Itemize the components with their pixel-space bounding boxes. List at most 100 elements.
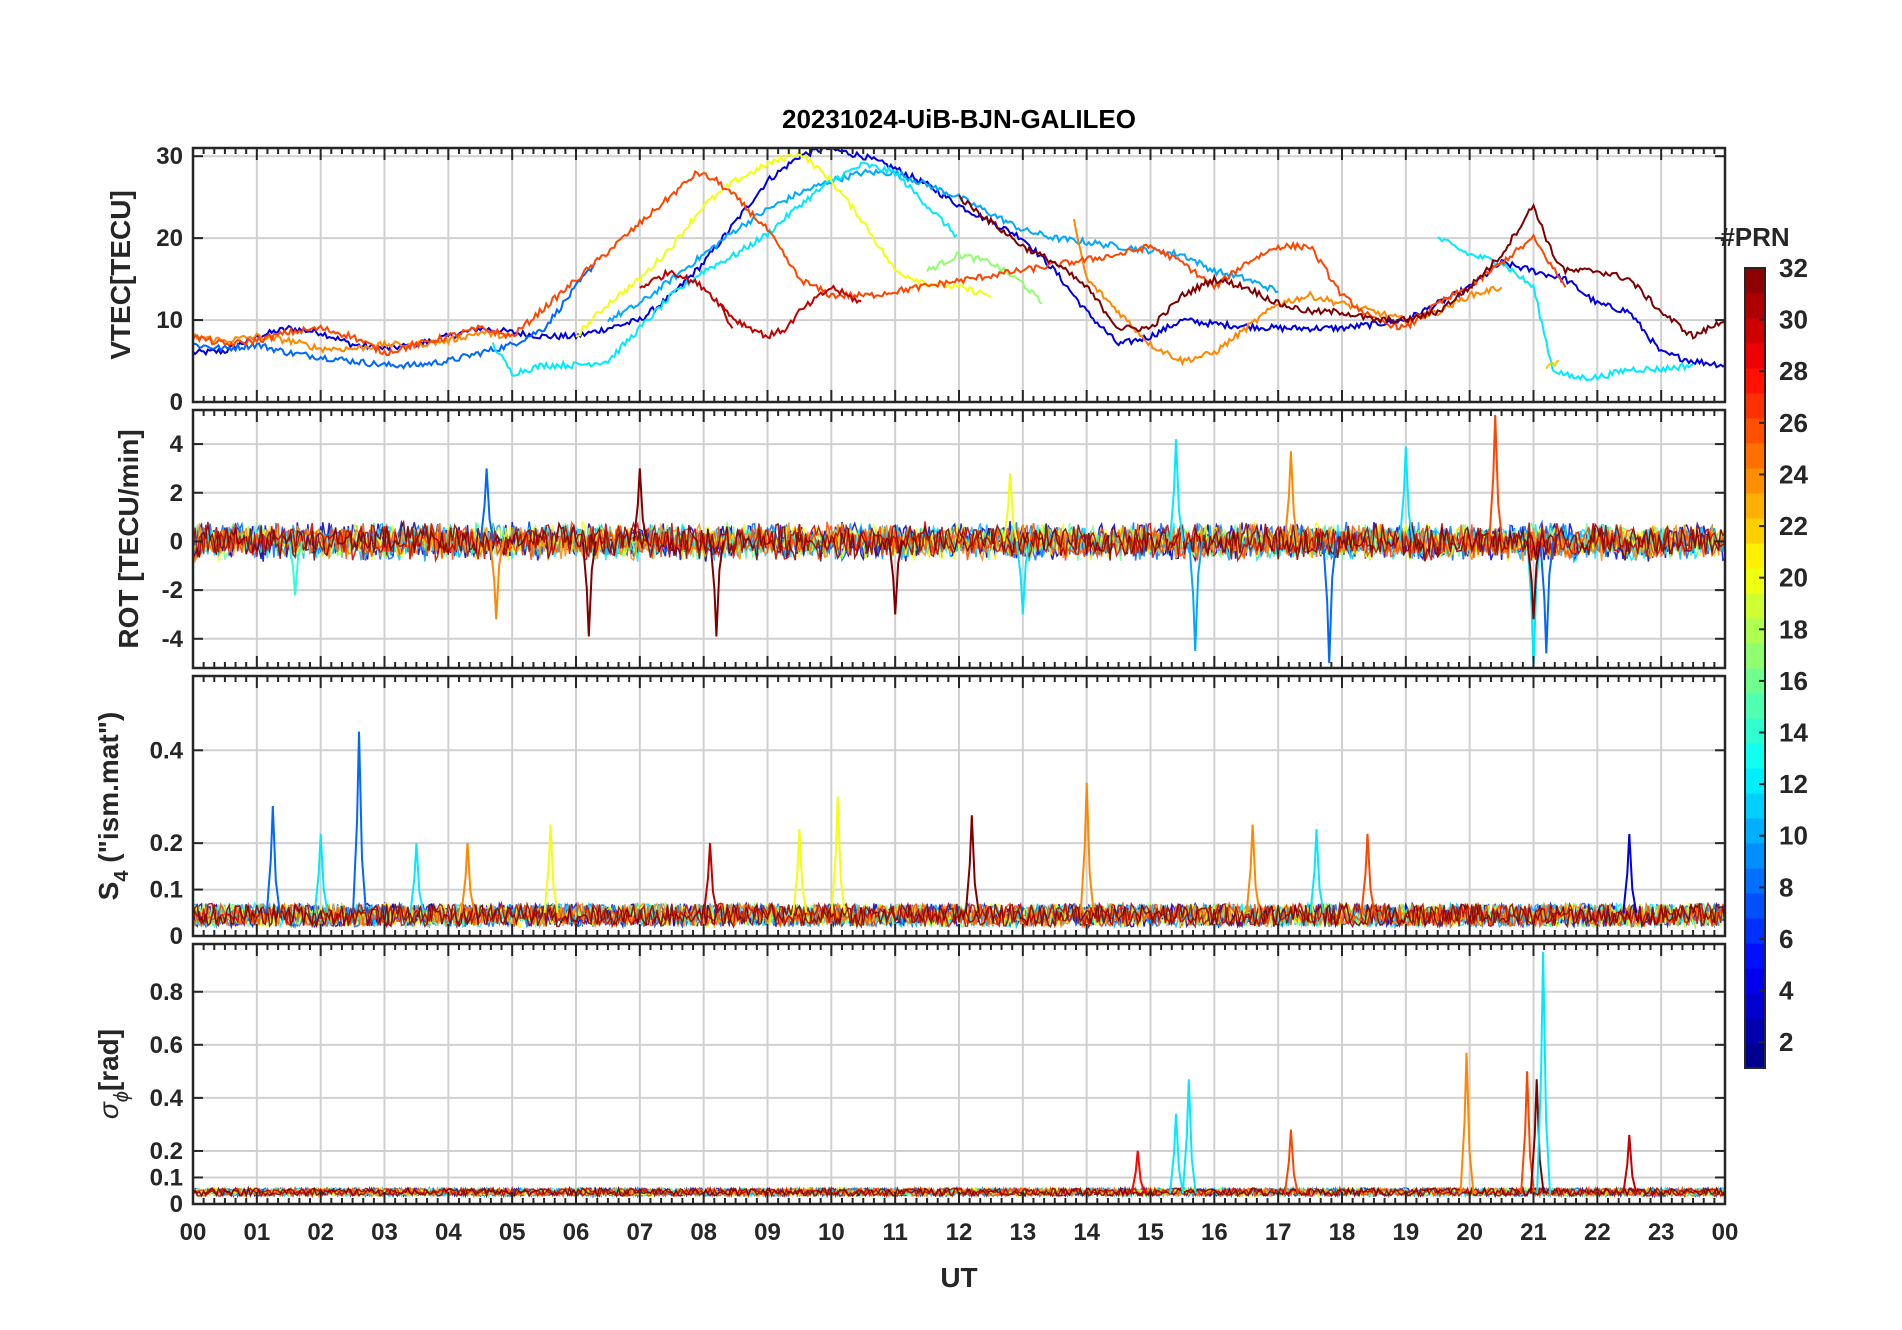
colorbar-segment [1745,518,1765,544]
x-tick-label: 12 [946,1219,973,1246]
sigma_phi-spike [1130,1150,1146,1194]
colorbar-segment [1745,618,1765,644]
colorbar-segment [1745,768,1765,794]
colorbar-segment [1745,343,1765,369]
x-tick-label: 22 [1584,1219,1611,1246]
s4-spike [460,843,476,913]
x-tick-labels: 00 01 02 03 04 05 06 07 08 09 10 11 12 13 14 15 16 17 18 19… [180,1219,1739,1246]
y-axis-title: σϕ[rad] [93,1029,133,1119]
rot-spike [1169,439,1184,542]
x-tick-label: 08 [690,1219,717,1246]
colorbar-tick-label: 14 [1779,718,1808,748]
sigma_phi-spike [1529,1079,1545,1194]
rot-spike [1398,446,1414,542]
colorbar-segment [1745,818,1765,844]
s4-spike [265,805,281,913]
y-axis-title: VTEC[TECU] [105,190,136,360]
rot-spike [1539,541,1555,654]
x-tick-label: 07 [626,1219,653,1246]
x-tick-label: 18 [1329,1219,1356,1246]
colorbar-segment [1745,793,1765,819]
s4-spike [352,731,367,913]
rot-spike [1283,451,1299,542]
colorbar-segment [1745,843,1765,869]
s4-spike [964,815,980,913]
x-tick-label: 21 [1520,1219,1547,1246]
x-tick-label: 03 [371,1219,398,1246]
s4-spike [830,796,846,913]
vtec-series-prn-12 [492,161,1694,382]
s4-spike [1622,833,1638,913]
x-tick-label: 11 [882,1219,907,1246]
panel-sigma_phi: 00.10.2 0.4 0.6 0.8 σϕ[rad] [93,942,1727,1218]
rot-spike [1526,541,1542,620]
x-tick-label: 19 [1392,1219,1419,1246]
sigma_phi-spike [1622,1134,1638,1194]
y-tick-label: 0.4 [150,737,184,764]
colorbar-segment [1745,568,1765,594]
colorbar-tick-label: 16 [1779,666,1808,696]
s4-spike [792,829,808,913]
colorbar-segment [1745,893,1765,919]
colorbar-tick-label: 8 [1779,872,1793,902]
colorbar-segment [1745,868,1765,894]
rot-spike [1188,541,1204,652]
series-layer [193,148,1725,382]
x-axis-title: UT [940,1262,977,1293]
x-tick-label: 15 [1137,1219,1164,1246]
rot-spike [1322,541,1338,664]
x-tick-label: 16 [1201,1219,1228,1246]
sigma_phi-spike [1181,1079,1197,1194]
y-tick-label: 10 [156,307,183,334]
rot-spike [1526,541,1542,668]
s4-spike [409,843,425,913]
rot-spike [1003,473,1019,542]
x-tick-label: 09 [754,1219,781,1246]
x-tick-label: 23 [1648,1219,1675,1246]
colorbar-segment [1745,668,1765,694]
colorbar-tick-label: 18 [1779,614,1808,644]
colorbar-segment [1745,593,1765,619]
sigma_phi-spike [1283,1129,1299,1194]
x-tick-label: 04 [435,1219,462,1246]
colorbar-segment [1745,443,1765,469]
colorbar-segment [1745,493,1765,519]
rot-spike [709,541,725,637]
y-tick-label: 2 [170,480,183,507]
rot-spike [581,541,597,637]
y-tick-label: 0.1 [150,877,183,904]
colorbar-tick-label: 32 [1779,253,1808,283]
s4-spike [1079,782,1095,913]
x-tick-label: 06 [563,1219,590,1246]
colorbar-frame [1744,267,1766,1069]
y-tick-label: 0.4 [150,1085,184,1112]
y-tick-label: 0 [170,923,183,950]
colorbar-segment [1745,743,1765,769]
vtec-series-prn-8 [193,262,596,370]
figure-title: 20231024-UiB-BJN-GALILEO [782,104,1136,134]
panel-s4: 0 0.1 0.2 0.4 S4 ("ism.mat") [93,674,1727,950]
sigma_phi-spike [1536,951,1552,1194]
colorbar-segment [1745,418,1765,444]
vtec-series-prn-26 [193,169,1567,357]
rot-spike [888,541,904,615]
y-axis-title: S4 ("ism.mat") [93,712,133,901]
colorbar-tick-label: 2 [1779,1027,1793,1057]
colorbar-segment [1745,718,1765,744]
y-axis-title: ROT [TECU/min] [113,429,144,648]
colorbar-tick-label: 6 [1779,924,1793,954]
x-tick-label: 17 [1265,1219,1292,1246]
colorbar-tick-label: 22 [1779,511,1808,541]
colorbar-tick-label: 4 [1779,976,1794,1006]
rot-noise-prn-32 [193,519,1725,562]
colorbar-segment [1745,643,1765,669]
colorbar-segment [1745,943,1765,969]
rot-spike [1488,414,1504,542]
colorbar-tick-label: 26 [1779,408,1808,438]
y-tick-label: 0.2 [150,1138,183,1165]
y-tick-label: -2 [162,577,183,604]
x-tick-label: 00 [1712,1219,1739,1246]
